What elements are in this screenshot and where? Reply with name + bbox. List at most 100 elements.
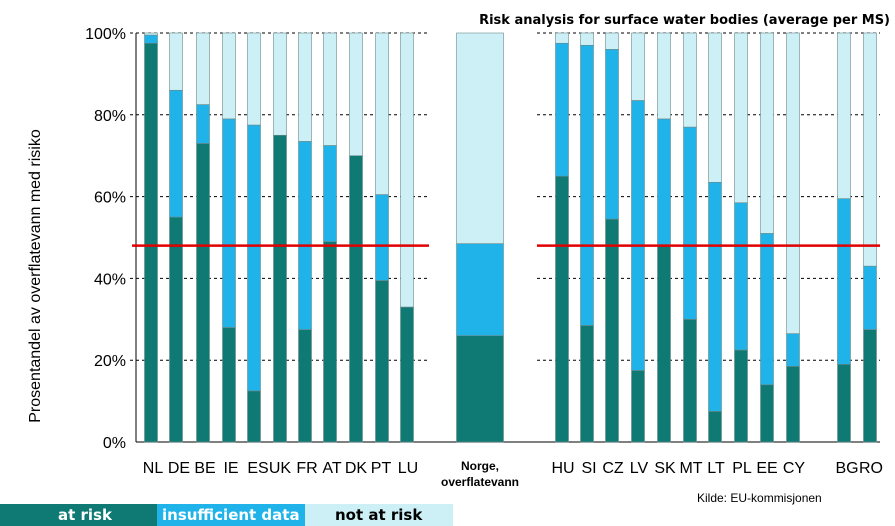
bar-insufficient-data (144, 34, 158, 44)
bar-not-at-risk (708, 32, 722, 183)
bar-not-at-risk (580, 32, 594, 46)
bar-not-at-risk (375, 32, 389, 195)
y-tick-label: 80% (94, 108, 126, 125)
bar-insufficient-data (734, 202, 748, 351)
x-tick-label: IE (223, 460, 238, 477)
x-tick-label-line: overflatevann (441, 475, 519, 489)
x-tick-label: Norge, overflatevann (441, 459, 519, 489)
bar-not-at-risk (247, 32, 261, 126)
bar-insufficient-data (196, 104, 210, 144)
x-tick-label: BE (194, 460, 215, 477)
bar-insufficient-data (323, 145, 337, 242)
bar-insufficient-data (786, 333, 800, 367)
bar-at-risk (375, 280, 389, 443)
chart-title: Risk analysis for surface water bodies (… (479, 13, 890, 28)
bar-insufficient-data (631, 100, 645, 371)
x-tick-label: CY (783, 460, 806, 477)
bar-insufficient-data (657, 118, 671, 246)
x-tick-label: DE (168, 460, 190, 477)
bar-insufficient-data (375, 194, 389, 281)
bar-at-risk (169, 216, 183, 443)
bar-at-risk (456, 335, 504, 443)
x-tick-label: ES (247, 460, 268, 477)
bar-not-at-risk (144, 32, 158, 36)
bar-not-at-risk (323, 32, 337, 146)
bar-at-risk (863, 329, 877, 443)
bar-at-risk (555, 175, 569, 443)
y-tick-label: 0% (103, 435, 126, 452)
bar-at-risk (222, 327, 236, 443)
bar-at-risk (760, 384, 774, 443)
bar-at-risk (349, 155, 363, 443)
legend-at-risk: at risk (0, 504, 157, 526)
x-tick-label-line: Norge, (461, 459, 499, 473)
bar-not-at-risk (683, 32, 697, 128)
x-tick-label: UK (269, 460, 292, 477)
x-tick-label: BG (835, 460, 858, 477)
bar-insufficient-data (555, 42, 569, 177)
y-tick-label: 40% (94, 271, 126, 288)
x-tick-label: SK (654, 460, 676, 477)
bar-not-at-risk (786, 32, 800, 334)
x-tick-label: FR (296, 460, 317, 477)
x-tick-label: NL (143, 460, 164, 477)
bar-not-at-risk (222, 32, 236, 120)
bar-at-risk (298, 329, 312, 443)
bar-insufficient-data (580, 44, 594, 326)
bar-insufficient-data (169, 89, 183, 218)
y-tick-label: 100% (85, 26, 126, 43)
x-tick-label: LT (707, 460, 725, 477)
y-tick-label: 20% (94, 353, 126, 370)
bar-at-risk (631, 370, 645, 443)
bar-insufficient-data (837, 198, 851, 365)
bar-insufficient-data (605, 49, 619, 220)
y-axis-label: Prosentandel av overflatevann med risiko (27, 129, 44, 423)
bar-not-at-risk (631, 32, 645, 101)
bar-at-risk (837, 363, 851, 443)
x-tick-label: LU (398, 460, 418, 477)
bar-insufficient-data (456, 243, 504, 336)
bar-not-at-risk (760, 32, 774, 234)
x-tick-label: RO (859, 460, 883, 477)
bar-not-at-risk (456, 32, 504, 244)
bar-at-risk (605, 218, 619, 443)
bar-insufficient-data (683, 126, 697, 320)
bar-not-at-risk (657, 32, 671, 120)
x-axis-labels: NL DE BE IE ES UK FR AT DK PT LU Norge, overflatevan… (143, 459, 883, 489)
legend: at risk insufficient data not at risk (0, 504, 453, 526)
bar-at-risk (323, 241, 337, 443)
bar-insufficient-data (298, 141, 312, 330)
x-tick-label: CZ (602, 460, 624, 477)
bar-insufficient-data (247, 124, 261, 392)
bar-at-risk (196, 143, 210, 443)
x-tick-label: HU (551, 460, 574, 477)
bar-not-at-risk (349, 32, 363, 156)
bar-at-risk (144, 42, 158, 443)
legend-insufficient-data: insufficient data (157, 504, 305, 526)
x-tick-label: PT (371, 460, 392, 477)
bar-at-risk (580, 325, 594, 443)
bar-not-at-risk (273, 32, 287, 136)
bar-not-at-risk (298, 32, 312, 142)
x-tick-label: SI (581, 460, 596, 477)
bars (144, 32, 877, 443)
bar-at-risk (247, 390, 261, 443)
bar-not-at-risk (169, 32, 183, 91)
source-note: Kilde: EU-kommisjonen (697, 491, 822, 505)
bar-not-at-risk (734, 32, 748, 204)
x-tick-label: PL (732, 460, 752, 477)
bar-at-risk (734, 349, 748, 443)
bar-at-risk (683, 318, 697, 443)
bar-not-at-risk (837, 32, 851, 199)
x-tick-label: LV (630, 460, 649, 477)
bar-at-risk (400, 306, 414, 443)
bar-at-risk (786, 366, 800, 443)
bar-not-at-risk (400, 32, 414, 308)
y-tick-label: 60% (94, 190, 126, 207)
bar-at-risk (657, 245, 671, 443)
bar-at-risk (273, 134, 287, 443)
bar-not-at-risk (555, 32, 569, 44)
bar-insufficient-data (760, 233, 774, 386)
bar-insufficient-data (708, 181, 722, 412)
bar-insufficient-data (863, 265, 877, 330)
